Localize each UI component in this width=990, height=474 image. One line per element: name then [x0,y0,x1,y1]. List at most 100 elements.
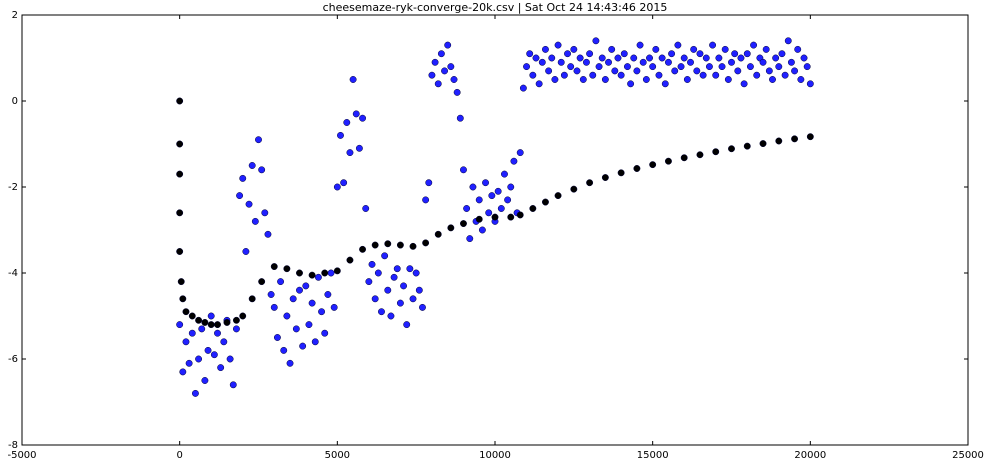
point [422,239,430,247]
point [453,88,461,96]
point [182,308,190,316]
point [605,58,612,66]
point [428,71,436,79]
point [570,45,578,53]
point [743,50,751,58]
point [198,325,206,333]
point [734,67,742,75]
point [545,67,553,75]
point [617,169,625,177]
point [406,265,414,273]
point [324,291,332,298]
point [740,80,748,88]
point [220,338,228,346]
x-tick-label: 10000 [479,450,511,461]
point [696,50,704,58]
point [731,50,739,58]
point [384,240,392,248]
point [179,368,187,376]
point [302,282,310,290]
point [409,242,417,250]
point [532,54,540,62]
point [176,321,184,329]
point [523,63,530,71]
point [359,245,367,253]
point [724,76,732,83]
point [437,50,445,58]
point [191,389,199,397]
point [176,209,184,217]
point [800,54,808,62]
point [267,291,275,298]
point [236,192,244,200]
point [412,269,420,277]
point [242,248,250,255]
point [560,71,568,79]
point [362,205,370,212]
point [627,80,635,88]
point [797,76,805,83]
x-tick-label: 15000 [637,450,669,461]
point [434,80,442,88]
point [702,54,710,62]
point [683,76,691,83]
point [273,334,281,341]
point [229,381,237,389]
point [548,54,556,62]
point [510,157,518,165]
point [232,325,240,333]
point [270,303,278,311]
point [333,183,341,191]
point [658,54,666,62]
point [409,295,417,303]
point [289,295,297,303]
point [223,319,231,326]
point [519,84,527,92]
point [425,179,433,187]
point [264,230,272,238]
point [806,133,814,141]
point [491,213,499,221]
point [646,54,653,62]
point [390,273,398,281]
point [239,312,247,320]
point [482,179,489,187]
point [516,149,524,157]
point [608,45,616,53]
y-tick-label: -6 [8,354,18,365]
point [469,183,477,191]
point [617,71,625,79]
point [415,286,423,294]
point [690,45,698,53]
point [255,136,262,144]
point [179,295,187,303]
point [210,351,218,359]
point [283,312,291,320]
point [371,295,379,303]
point [176,140,184,148]
point [188,312,196,320]
point [352,110,360,118]
point [305,321,313,329]
point [359,114,367,122]
point [214,321,221,329]
point [177,278,185,286]
point [687,58,694,66]
point [633,67,641,75]
point [680,154,688,162]
point [447,63,455,71]
point [664,58,672,66]
point [460,166,467,174]
point [601,76,609,83]
point [649,63,657,71]
point [787,58,795,66]
point [321,329,329,337]
point [248,162,256,169]
point [784,37,792,45]
point [258,166,266,174]
point [535,80,543,88]
point [671,67,679,75]
point [378,308,385,316]
point [504,196,512,204]
point [346,149,354,157]
